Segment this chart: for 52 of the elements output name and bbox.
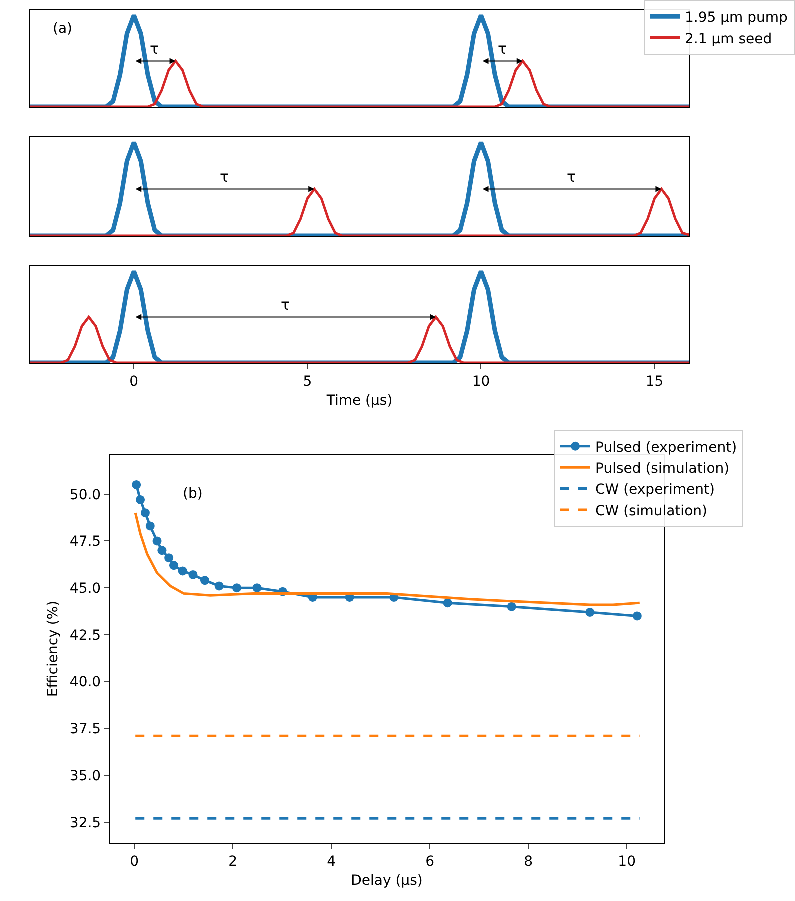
x-tick-label: 0: [130, 854, 140, 870]
y-tick-label: 45.0: [70, 580, 102, 597]
point: [188, 570, 198, 580]
legend-label: Pulsed (experiment): [596, 440, 738, 456]
x-tick-label: 6: [426, 854, 435, 870]
annotation: τ: [498, 40, 508, 58]
point: [214, 582, 224, 591]
legend-label: CW (simulation): [596, 503, 708, 520]
annotation: τ: [281, 296, 290, 314]
point: [178, 566, 188, 576]
x-tick-label: 8: [524, 854, 534, 870]
x-tick-label: 2: [228, 854, 238, 870]
point: [164, 554, 174, 563]
point: [146, 522, 155, 531]
y-axis-title: Efficiency (%): [46, 600, 62, 698]
annotation: τ: [567, 168, 576, 186]
annotation: τ: [220, 168, 230, 186]
point: [507, 602, 516, 612]
point: [200, 576, 210, 586]
point: [252, 584, 262, 593]
x-tick-label: 10: [618, 854, 636, 870]
legend-label: 1.95 µm pump: [685, 10, 788, 26]
x-tick-label: 15: [646, 374, 664, 390]
y-tick-label: 32.5: [70, 815, 102, 832]
point: [132, 480, 142, 490]
legend-label: CW (experiment): [596, 482, 715, 498]
point: [152, 536, 162, 546]
annotation: (a): [53, 21, 73, 37]
point: [232, 584, 242, 593]
y-tick-label: 47.5: [70, 534, 102, 550]
x-tick-label: 5: [303, 374, 312, 390]
point: [136, 495, 146, 504]
y-tick-label: 50.0: [70, 487, 102, 504]
point: [586, 608, 595, 617]
y-tick-label: 35.0: [70, 768, 102, 784]
point: [158, 546, 167, 556]
x-tick-label: 0: [130, 374, 139, 390]
y-tick-label: 37.5: [70, 722, 102, 738]
point: [632, 612, 642, 621]
point: [140, 508, 150, 518]
x-tick-label: 10: [472, 374, 490, 390]
x-axis-title: Delay (µs): [351, 873, 423, 890]
x-tick-label: 4: [327, 854, 336, 870]
legend-label: Pulsed (simulation): [596, 461, 730, 478]
annotation: (b): [183, 486, 203, 502]
y-tick-label: 42.5: [70, 628, 102, 644]
point: [443, 598, 452, 608]
x-axis-title: Time (µs): [326, 393, 393, 410]
y-tick-label: 40.0: [70, 674, 102, 691]
point: [170, 561, 179, 570]
annotation: τ: [150, 40, 160, 58]
legend-label: 2.1 µm seed: [685, 31, 772, 48]
